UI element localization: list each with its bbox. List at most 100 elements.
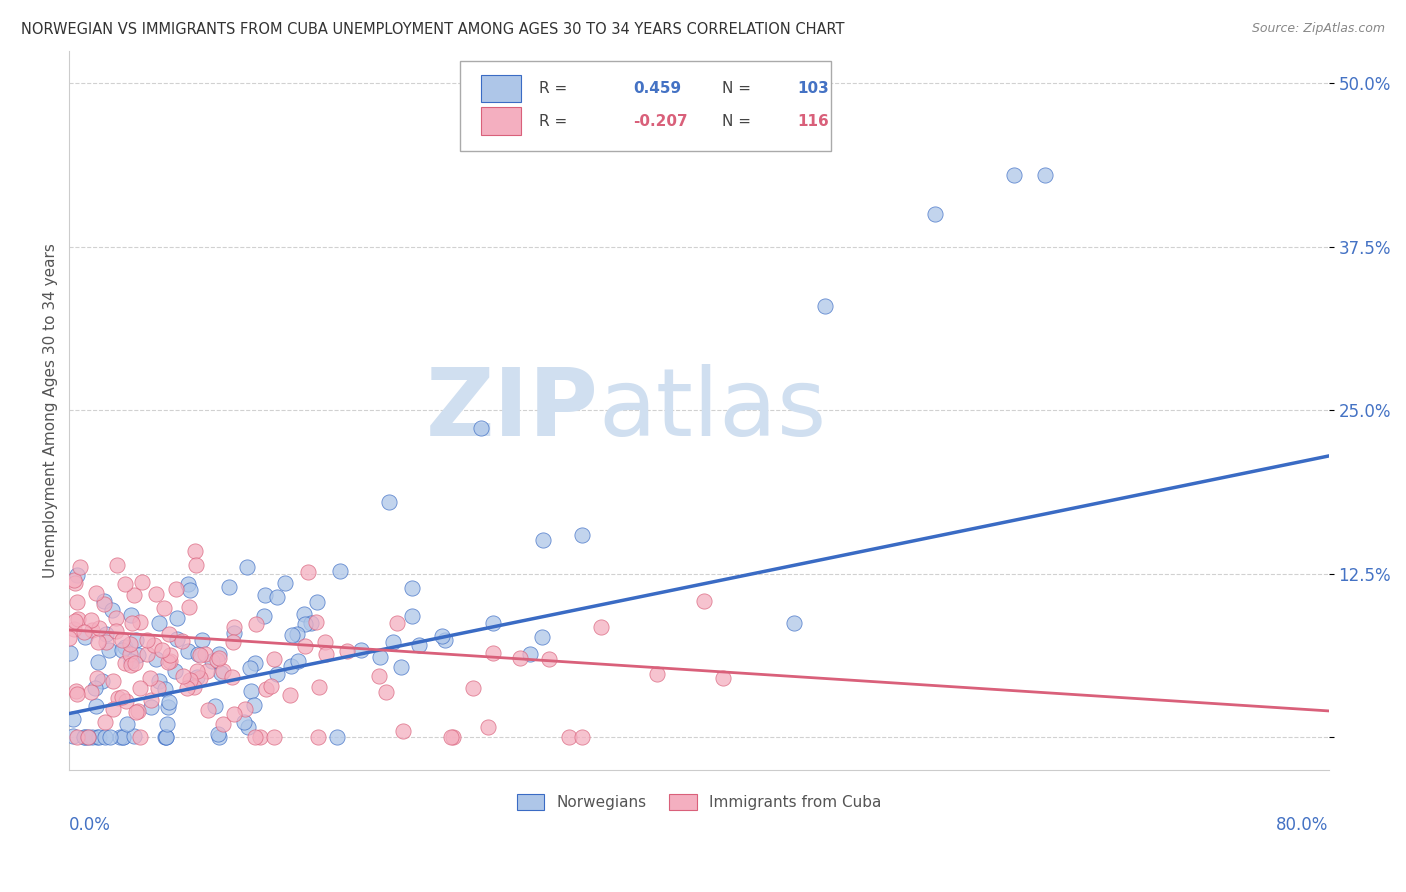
Point	[186, 664, 208, 678]
Point	[440, 730, 463, 744]
Point	[156, 717, 179, 731]
Point	[105, 610, 128, 624]
Point	[814, 299, 837, 313]
Point	[156, 655, 179, 669]
Point	[307, 595, 329, 609]
Point	[645, 666, 668, 681]
Point	[377, 495, 399, 509]
Point	[201, 654, 224, 668]
Point	[482, 646, 505, 660]
Legend: Norwegians, Immigrants from Cuba: Norwegians, Immigrants from Cuba	[510, 788, 887, 816]
Point	[308, 680, 330, 694]
FancyBboxPatch shape	[481, 75, 522, 103]
Point	[107, 691, 129, 706]
Point	[87, 622, 110, 636]
Point	[461, 681, 484, 695]
Point	[135, 647, 157, 661]
Point	[120, 608, 142, 623]
Point	[65, 684, 87, 698]
Point	[62, 729, 84, 743]
Point	[117, 717, 139, 731]
Point	[142, 638, 165, 652]
Point	[188, 671, 211, 685]
Point	[94, 714, 117, 729]
Point	[509, 651, 531, 665]
Point	[519, 647, 541, 661]
Point	[531, 630, 554, 644]
Point	[114, 657, 136, 671]
Point	[114, 640, 136, 654]
Point	[571, 730, 593, 744]
Point	[84, 586, 107, 600]
Point	[297, 565, 319, 579]
Point	[281, 628, 304, 642]
Point	[190, 648, 212, 662]
Point	[287, 654, 309, 668]
Point	[127, 648, 149, 662]
Point	[253, 588, 276, 602]
Point	[148, 615, 170, 630]
Point	[157, 695, 180, 709]
Point	[243, 656, 266, 670]
Point	[307, 730, 329, 744]
Point	[1033, 168, 1056, 182]
Text: ZIP: ZIP	[425, 364, 598, 456]
Point	[84, 698, 107, 713]
Point	[125, 633, 148, 648]
Point	[82, 730, 104, 744]
Point	[221, 635, 243, 649]
Point	[114, 576, 136, 591]
Point	[63, 573, 86, 587]
Point	[325, 730, 347, 744]
Text: 103: 103	[797, 81, 830, 96]
Text: 0.459: 0.459	[634, 81, 682, 96]
Point	[591, 620, 613, 634]
Point	[212, 716, 235, 731]
Point	[127, 704, 149, 718]
Point	[692, 594, 714, 608]
Point	[72, 730, 94, 744]
Point	[299, 616, 322, 631]
Point	[120, 654, 142, 668]
Point	[183, 681, 205, 695]
Point	[120, 647, 142, 661]
Point	[470, 421, 492, 435]
Point	[112, 730, 135, 744]
Point	[124, 589, 146, 603]
Point	[84, 681, 107, 695]
Text: N =: N =	[721, 81, 751, 96]
Point	[177, 577, 200, 591]
Point	[63, 623, 86, 637]
Point	[111, 642, 134, 657]
Point	[66, 567, 89, 582]
Point	[165, 664, 187, 678]
Point	[77, 730, 100, 744]
Point	[266, 667, 288, 681]
Point	[118, 637, 141, 651]
Point	[924, 207, 946, 221]
Point	[186, 670, 208, 684]
Point	[59, 646, 82, 660]
Point	[208, 730, 231, 744]
Point	[558, 730, 581, 744]
Text: NORWEGIAN VS IMMIGRANTS FROM CUBA UNEMPLOYMENT AMONG AGES 30 TO 34 YEARS CORRELA: NORWEGIAN VS IMMIGRANTS FROM CUBA UNEMPL…	[21, 22, 845, 37]
Point	[233, 714, 256, 729]
Point	[205, 653, 228, 667]
Point	[145, 587, 167, 601]
Point	[125, 705, 148, 719]
Text: 116: 116	[797, 113, 830, 128]
Point	[254, 681, 277, 696]
Text: -0.207: -0.207	[634, 113, 688, 128]
Point	[136, 632, 159, 647]
Point	[294, 616, 316, 631]
Point	[122, 729, 145, 743]
Point	[191, 633, 214, 648]
Point	[212, 664, 235, 678]
Point	[86, 671, 108, 685]
Point	[245, 616, 267, 631]
Point	[75, 730, 97, 744]
Text: atlas: atlas	[598, 364, 827, 456]
Point	[235, 702, 257, 716]
FancyBboxPatch shape	[481, 108, 522, 135]
Point	[98, 643, 121, 657]
